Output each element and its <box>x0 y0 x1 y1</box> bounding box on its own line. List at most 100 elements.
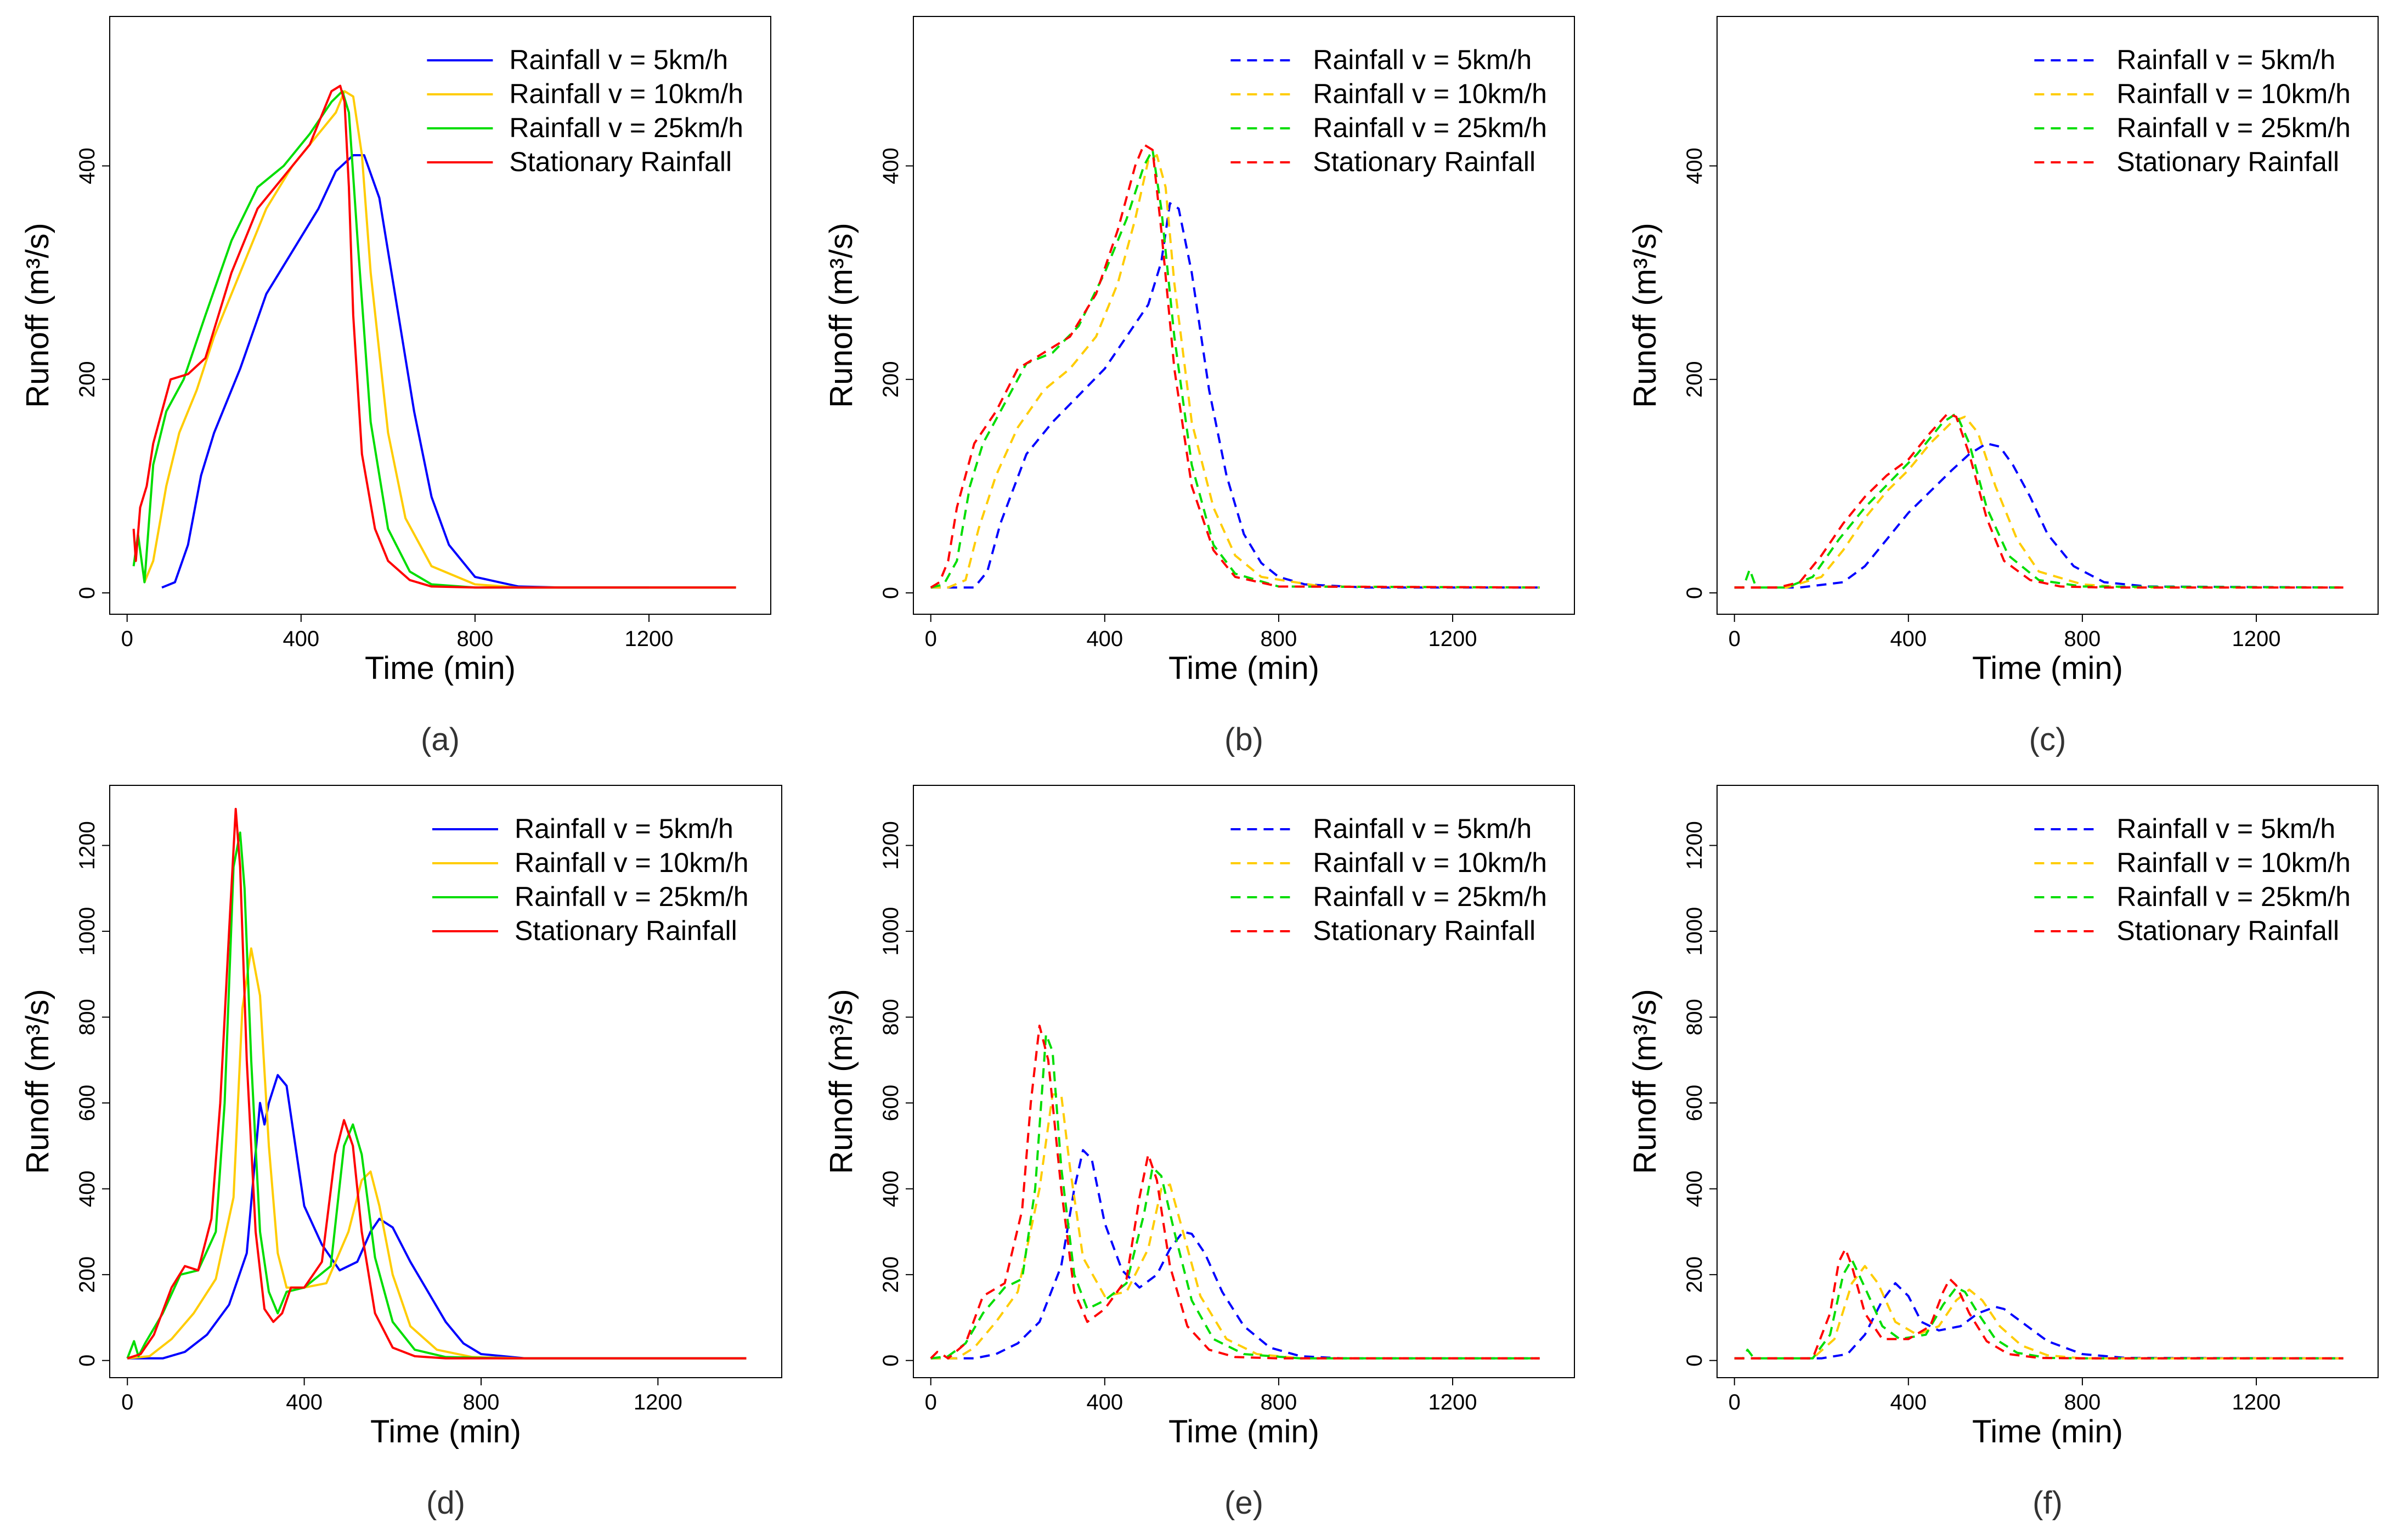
x-tick-label: 400 <box>1890 627 1927 651</box>
x-tick-label: 0 <box>121 1390 133 1414</box>
x-axis-title: Time (min) <box>1972 650 2123 686</box>
legend-entry: Stationary Rainfall <box>2116 146 2339 177</box>
legend-entry: Rainfall v = 5km/h <box>509 44 728 75</box>
legend-entry: Rainfall v = 10km/h <box>2116 847 2351 878</box>
panel-label: (f) <box>2032 1485 2063 1521</box>
x-tick-label: 400 <box>1086 627 1123 651</box>
series-line <box>1734 1258 2344 1360</box>
x-tick-label: 1200 <box>625 627 674 651</box>
y-axis-title: Runoff (m³/s) <box>1627 223 1663 407</box>
y-tick-label: 800 <box>879 999 903 1035</box>
x-tick-label: 800 <box>1261 1390 1297 1414</box>
legend-entry: Rainfall v = 5km/h <box>515 813 733 844</box>
chart-panel: 0 400 800 1200 0 200 400 600 800 1000 1200 Time (mi… <box>823 785 1575 1521</box>
y-tick-label: 600 <box>1682 1085 1707 1122</box>
legend-entry: Rainfall v = 5km/h <box>1313 44 1532 75</box>
legend-entry: Rainfall v = 25km/h <box>509 112 743 143</box>
series-line <box>1734 1282 2344 1360</box>
y-tick-label: 1000 <box>1682 907 1707 956</box>
legend-entry: Rainfall v = 10km/h <box>1313 78 1547 109</box>
x-tick-label: 800 <box>1261 627 1297 651</box>
x-tick-label: 400 <box>283 627 319 651</box>
y-tick-label: 400 <box>75 148 99 184</box>
y-tick-label: 0 <box>1682 587 1707 599</box>
x-tick-label: 0 <box>925 1390 937 1414</box>
series-line <box>1734 1248 2344 1360</box>
y-tick-label: 1000 <box>879 907 903 956</box>
plot-frame <box>1717 16 2379 615</box>
y-tick-label: 0 <box>879 1355 903 1367</box>
chart-panel: 0 400 800 1200 0 200 400 600 800 1000 1200 Time (mi… <box>1627 785 2379 1521</box>
series-line <box>1734 442 2344 589</box>
y-tick-label: 1200 <box>1682 821 1707 870</box>
panel-label: (c) <box>2029 722 2066 757</box>
x-tick-label: 0 <box>1729 1390 1741 1414</box>
series-line <box>930 154 1540 589</box>
y-tick-label: 0 <box>75 1355 99 1367</box>
x-tick-label: 1200 <box>2232 627 2281 651</box>
series-line <box>132 84 736 589</box>
x-tick-label: 800 <box>457 627 494 651</box>
x-tick-label: 0 <box>121 627 133 651</box>
y-tick-label: 400 <box>1682 148 1707 184</box>
legend-entry: Stationary Rainfall <box>2116 915 2339 946</box>
y-tick-label: 800 <box>75 999 99 1035</box>
series-line <box>930 1093 1540 1360</box>
y-tick-label: 1200 <box>879 821 903 870</box>
y-tick-label: 200 <box>1682 1256 1707 1293</box>
y-tick-label: 200 <box>75 1256 99 1293</box>
x-tick-label: 800 <box>2064 627 2101 651</box>
x-axis-title: Time (min) <box>370 1414 521 1450</box>
y-tick-label: 200 <box>879 1256 903 1293</box>
y-tick-label: 0 <box>75 587 99 599</box>
series-line <box>930 1149 1540 1360</box>
x-tick-label: 0 <box>925 627 937 651</box>
x-axis-title: Time (min) <box>1168 1414 1319 1450</box>
series-line <box>1734 412 2344 589</box>
series-line <box>126 831 747 1360</box>
series-line <box>143 90 736 589</box>
panel-label: (d) <box>426 1485 465 1521</box>
x-axis-title: Time (min) <box>1972 1414 2123 1450</box>
legend-entry: Stationary Rainfall <box>515 915 737 946</box>
y-axis-title: Runoff (m³/s) <box>20 223 55 407</box>
series-line <box>127 808 747 1360</box>
y-tick-label: 1000 <box>75 907 99 956</box>
series-line <box>1734 1265 2344 1360</box>
y-tick-label: 1200 <box>75 821 99 870</box>
x-tick-label: 400 <box>1086 1390 1123 1414</box>
x-tick-label: 800 <box>2064 1390 2101 1414</box>
chart-panel: 0 400 800 1200 0 200 400 600 800 1000 1200 Time (mi… <box>20 785 782 1521</box>
x-tick-label: 800 <box>463 1390 500 1414</box>
x-axis-title: Time (min) <box>365 650 516 686</box>
series-line <box>930 143 1540 589</box>
x-tick-label: 0 <box>1729 627 1741 651</box>
series-line <box>930 1033 1540 1360</box>
legend-entry: Stationary Rainfall <box>509 146 732 177</box>
series-line <box>127 1074 747 1360</box>
series-line <box>161 154 649 589</box>
legend-entry: Rainfall v = 25km/h <box>2116 112 2351 143</box>
y-tick-label: 800 <box>1682 999 1707 1035</box>
x-tick-label: 400 <box>286 1390 323 1414</box>
x-tick-label: 1200 <box>2232 1390 2281 1414</box>
y-tick-label: 600 <box>879 1085 903 1122</box>
series-line <box>1734 412 2344 589</box>
legend-entry: Rainfall v = 5km/h <box>2116 44 2335 75</box>
series-line <box>930 149 1540 589</box>
y-axis-title: Runoff (m³/s) <box>1627 989 1663 1174</box>
y-axis-title: Runoff (m³/s) <box>20 989 55 1174</box>
y-tick-label: 0 <box>1682 1355 1707 1367</box>
legend-entry: Rainfall v = 5km/h <box>1313 813 1532 844</box>
chart-panel: 0 400 800 1200 0 200 400 Time (min) Runoff (m³/s… <box>823 16 1575 757</box>
panel-label: (b) <box>1224 722 1263 757</box>
x-tick-label: 1200 <box>1429 627 1477 651</box>
panel-label: (a) <box>421 722 460 757</box>
legend-entry: Stationary Rainfall <box>1313 915 1535 946</box>
x-axis-title: Time (min) <box>1168 650 1319 686</box>
legend-entry: Rainfall v = 25km/h <box>515 881 749 912</box>
plot-frame <box>913 785 1575 1378</box>
y-axis-title: Runoff (m³/s) <box>823 223 859 407</box>
series-line <box>1734 415 2344 589</box>
